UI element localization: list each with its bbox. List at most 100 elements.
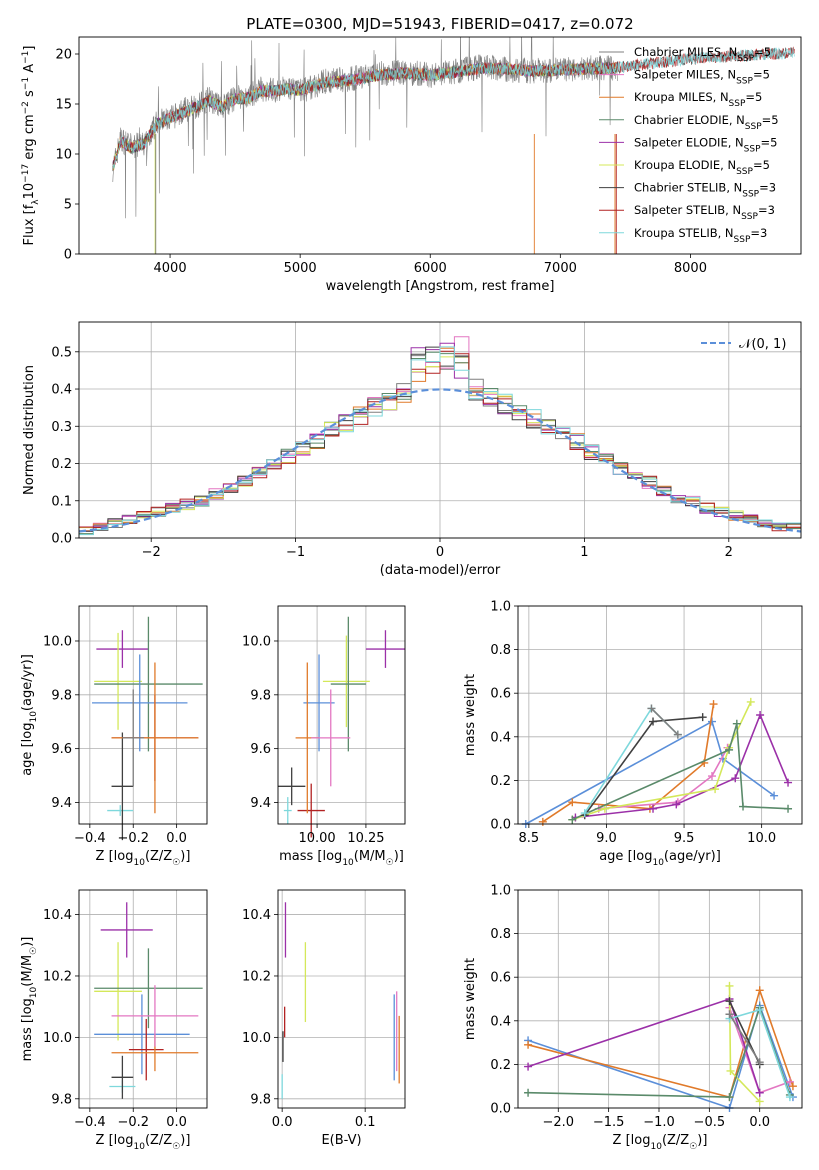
- axes-frame: [78, 605, 208, 825]
- legend-entry: Chabrier ELODIE, NSSP=5: [634, 113, 779, 132]
- weight-marker: [739, 802, 748, 811]
- y-tick-label: 10.2: [242, 969, 271, 984]
- x-axis-label: wavelength [Angstrom, rest frame]: [326, 279, 555, 294]
- errorbar-point: [128, 1018, 164, 1081]
- x-tick-label: −2.0: [542, 1115, 574, 1130]
- y-axis-label: mass [log10(M/M☉)]: [20, 937, 39, 1062]
- weight-marker: [784, 778, 793, 787]
- errorbar-point: [122, 689, 145, 787]
- mass-vs-metallicity-panel: −0.4 −0.2 0.0 9.8 10.0 10.2 10.4 Z [log10(Z/Z☉)…: [20, 889, 208, 1152]
- y-tick-label: 9.4: [250, 796, 271, 811]
- y-tick-label: 0.2: [51, 457, 72, 472]
- weight-marker: [568, 815, 577, 824]
- y-tick-label: 9.4: [51, 796, 72, 811]
- x-axis-label: Z [log10(Z/Z☉)]: [613, 1133, 708, 1152]
- weight-line: [650, 707, 679, 736]
- weight-marker: [725, 981, 734, 990]
- weight-marker: [755, 1005, 764, 1014]
- weight-marker: [726, 1066, 735, 1075]
- weight-marker: [725, 1093, 734, 1102]
- weight-line: [598, 747, 729, 810]
- spectrum-lines: [112, 37, 795, 254]
- legend-entry: Salpeter MILES, NSSP=5: [634, 68, 770, 87]
- weight-marker: [580, 809, 589, 818]
- x-axis-label: age [log10(age/yr)]: [599, 849, 721, 868]
- y-tick-label: 1.0: [490, 884, 511, 899]
- weight-marker: [524, 1088, 533, 1097]
- y-tick-label: 10.4: [242, 908, 271, 923]
- spectrum-panel: 4000 5000 6000 7000 8000 0 5 10 15 20 wavelength […: [21, 36, 802, 294]
- legend-entry: Kroupa STELIB, NSSP=3: [634, 226, 767, 245]
- weight-marker: [755, 986, 764, 995]
- y-tick-label: 10: [55, 148, 72, 163]
- x-tick-label: −1.5: [593, 1115, 625, 1130]
- y-tick-label: 0.0: [51, 532, 72, 547]
- weight-vs-age-panel: 8.5 9.0 9.5 10.0 0.0 0.2 0.4 0.6 0.8 1.0 age [log1…: [463, 600, 803, 868]
- weight-marker: [649, 804, 658, 813]
- y-tick-label: 5: [64, 198, 72, 213]
- y-tick-label: 15: [55, 98, 72, 113]
- x-tick-label: 8000: [674, 261, 707, 276]
- weight-marker: [770, 791, 779, 800]
- y-tick-label: 0.8: [490, 643, 511, 658]
- x-tick-label: 6000: [414, 261, 447, 276]
- histogram-steps: [79, 336, 801, 536]
- axes-frame: [277, 889, 406, 1109]
- weight-series: [725, 1010, 764, 1067]
- weight-marker: [707, 772, 716, 781]
- weight-marker: [709, 700, 718, 709]
- errorbar-point: [111, 985, 199, 1047]
- weight-marker: [649, 717, 658, 726]
- weight-marker: [698, 713, 707, 722]
- y-tick-label: 0.2: [490, 1058, 511, 1073]
- weight-marker: [568, 798, 577, 807]
- x-tick-label: 10.25: [347, 831, 384, 846]
- x-tick-label: −2: [142, 545, 161, 560]
- model-spectrum-line: [112, 47, 795, 169]
- y-tick-label: 10.0: [43, 634, 72, 649]
- x-tick-label: −0.4: [74, 1115, 106, 1130]
- x-axis-label: Z [log10(Z/Z☉)]: [96, 1133, 191, 1152]
- errorbar-point: [111, 1055, 134, 1099]
- weight-marker: [785, 1077, 794, 1086]
- weight-marker: [785, 1093, 794, 1102]
- histogram-series: [79, 346, 801, 536]
- y-tick-label: 9.8: [51, 1092, 72, 1107]
- weight-marker: [600, 804, 609, 813]
- weight-marker: [673, 730, 682, 739]
- legend-entry: Chabrier STELIB, NSSP=3: [634, 181, 776, 200]
- y-axis-label: Flux [fλ10−17 erg cm−2 s−1 A−1]: [21, 46, 41, 246]
- weight-marker: [707, 717, 716, 726]
- y-tick-label: 10.2: [43, 969, 72, 984]
- y-tick-label: 0.8: [490, 927, 511, 942]
- y-axis-label: mass weight: [463, 958, 478, 1040]
- x-tick-label: 2: [725, 545, 733, 560]
- x-tick-label: 10.0: [747, 831, 776, 846]
- y-tick-label: 9.6: [250, 742, 271, 757]
- errorbar-point: [94, 994, 190, 1075]
- weight-marker: [732, 719, 741, 728]
- x-tick-label: −0.4: [74, 831, 106, 846]
- errorbar-point: [322, 635, 370, 728]
- weight-line: [525, 720, 775, 825]
- x-tick-label: 0.0: [166, 1115, 187, 1130]
- x-axis-label: Z [log10(Z/Z☉)]: [96, 849, 191, 868]
- x-tick-label: −1.0: [643, 1115, 675, 1130]
- x-tick-label: 0.1: [355, 1115, 376, 1130]
- y-tick-label: 0.3: [51, 420, 72, 435]
- y-tick-label: 10.0: [242, 634, 271, 649]
- age-vs-mass-panel: 10.00 10.25 9.4 9.6 9.8 10.0 mass [log10(M/M☉)…: [242, 605, 406, 868]
- y-tick-label: 9.8: [250, 688, 271, 703]
- weight-marker: [755, 1088, 764, 1097]
- x-tick-label: 9.5: [674, 831, 695, 846]
- weight-marker: [725, 997, 734, 1006]
- x-tick-label: 0.0: [749, 1115, 770, 1130]
- weight-marker: [784, 804, 793, 813]
- errorbar-point: [330, 616, 366, 752]
- axes-frame: [517, 889, 803, 1109]
- weight-marker: [538, 817, 547, 826]
- legend-entry: Kroupa ELODIE, NSSP=5: [634, 158, 770, 177]
- legend-entry: Kroupa MILES, NSSP=5: [634, 90, 762, 109]
- x-tick-label: 7000: [544, 261, 577, 276]
